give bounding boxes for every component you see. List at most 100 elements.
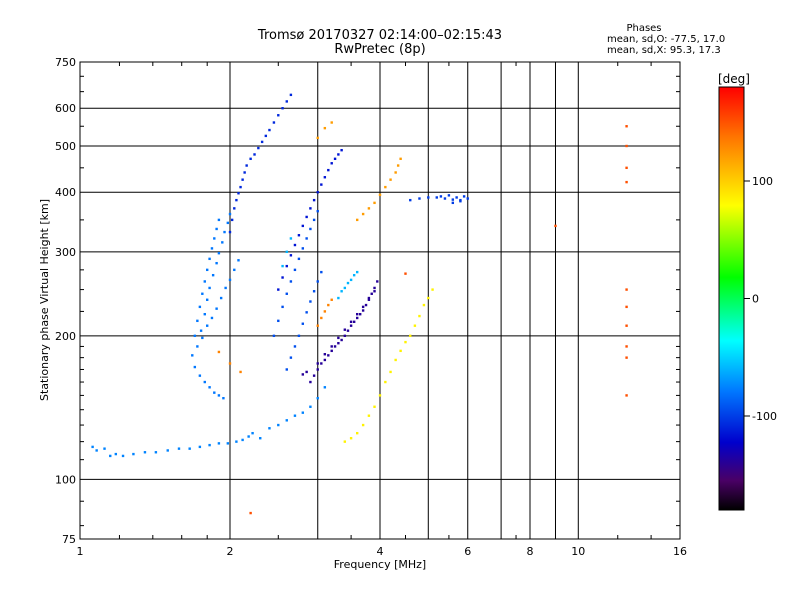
data-point <box>196 345 199 348</box>
data-point <box>95 449 98 452</box>
data-point <box>223 230 226 234</box>
data-point <box>309 380 312 384</box>
data-point <box>625 288 628 291</box>
data-point <box>243 171 246 174</box>
data-point <box>201 336 204 340</box>
data-point <box>217 252 221 255</box>
data-point <box>323 176 327 179</box>
data-point <box>285 264 288 268</box>
data-point <box>143 451 147 454</box>
data-point <box>215 307 218 310</box>
x-tick-label: 10 <box>571 545 585 558</box>
data-point <box>346 329 350 332</box>
data-point <box>249 511 252 515</box>
data-point <box>259 437 262 440</box>
data-point <box>625 324 628 327</box>
data-point <box>316 280 319 283</box>
data-point <box>210 247 214 250</box>
data-point <box>384 380 387 384</box>
data-point <box>373 201 376 205</box>
data-point <box>447 194 451 197</box>
data-point <box>297 234 301 237</box>
chart-subtitle: RwPretec (8p) <box>334 42 425 57</box>
data-point <box>455 196 458 199</box>
data-point <box>355 431 359 435</box>
plot-frame <box>79 61 681 540</box>
data-point <box>312 198 316 202</box>
data-point <box>272 121 276 124</box>
data-point <box>237 259 240 262</box>
data-point <box>316 191 319 194</box>
data-point <box>235 198 238 202</box>
data-point <box>215 261 218 265</box>
data-point <box>443 197 447 200</box>
colorbar-tick-label: 0 <box>752 293 759 306</box>
y-tick-label: 750 <box>55 56 76 69</box>
data-point <box>208 286 211 290</box>
data-point <box>399 349 402 353</box>
data-point <box>301 224 305 228</box>
data-point <box>431 288 434 291</box>
data-point <box>373 290 376 293</box>
data-point <box>219 296 223 300</box>
data-point <box>396 164 400 167</box>
data-point <box>352 320 356 323</box>
data-point <box>320 183 323 186</box>
data-point <box>330 345 333 348</box>
data-point <box>193 334 197 338</box>
data-point <box>327 354 330 357</box>
data-point <box>201 292 204 295</box>
data-point <box>349 437 353 440</box>
data-point <box>316 324 319 327</box>
data-point <box>409 198 412 202</box>
data-point <box>320 316 323 320</box>
data-point <box>177 447 181 450</box>
data-point <box>198 374 202 377</box>
data-point <box>91 445 94 449</box>
data-point <box>435 196 438 199</box>
data-point <box>285 100 288 103</box>
data-point <box>364 303 368 307</box>
data-point <box>355 316 359 320</box>
data-point <box>404 272 407 275</box>
data-point <box>154 451 158 454</box>
data-point <box>301 373 305 376</box>
colorbar-label: [deg] <box>718 72 750 86</box>
data-point <box>285 292 288 295</box>
data-point <box>466 197 469 200</box>
data-point <box>109 454 112 458</box>
data-point <box>103 447 106 450</box>
data-point <box>316 396 319 400</box>
data-point <box>222 396 225 400</box>
data-point <box>205 268 209 272</box>
data-point <box>239 185 242 189</box>
y-tick-label: 75 <box>62 533 76 546</box>
data-point <box>285 250 288 254</box>
data-point <box>217 350 221 354</box>
data-point <box>237 192 240 195</box>
data-point <box>399 157 402 161</box>
data-point <box>281 264 284 268</box>
data-point <box>323 310 327 313</box>
data-point <box>249 157 252 161</box>
data-point <box>215 227 218 231</box>
y-axis-label: Stationary phase Virtual Height [km] <box>38 199 51 401</box>
data-point <box>343 328 347 331</box>
data-point <box>293 414 297 417</box>
data-point <box>373 405 376 408</box>
x-tick-label: 8 <box>527 545 534 558</box>
data-point <box>277 423 280 427</box>
data-point <box>272 334 276 338</box>
x-tick-label: 4 <box>377 545 384 558</box>
data-point <box>228 212 232 216</box>
data-point <box>462 195 466 198</box>
data-point <box>233 207 236 210</box>
data-point <box>203 380 206 384</box>
data-point <box>239 370 242 374</box>
data-point <box>625 144 628 148</box>
data-point <box>193 365 197 369</box>
data-point <box>226 442 230 445</box>
data-point <box>349 278 353 282</box>
data-point <box>213 237 216 240</box>
